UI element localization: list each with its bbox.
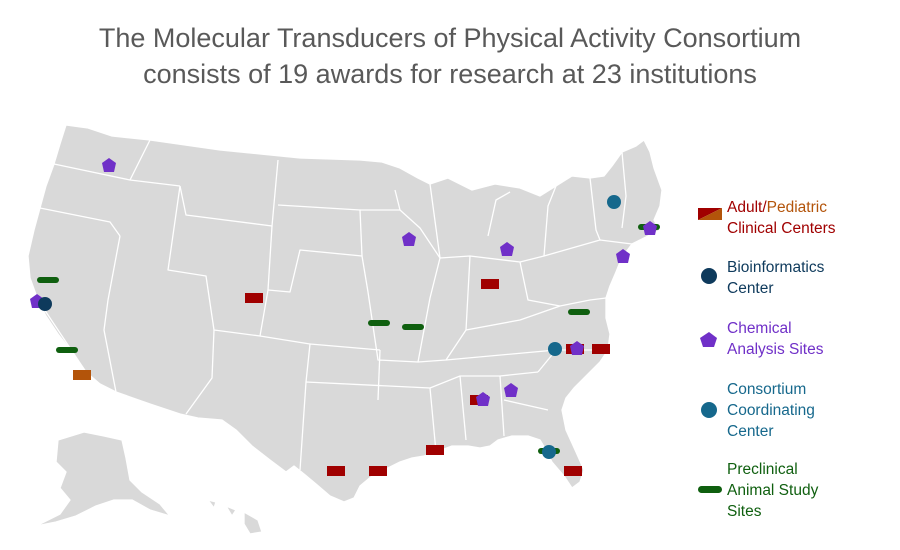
title-line-2: consists of 19 awards for research at 23… bbox=[143, 59, 757, 89]
preclinical-site-marker bbox=[368, 320, 390, 326]
site-markers bbox=[30, 158, 660, 476]
legend-chemical: Chemical Analysis Sites bbox=[727, 318, 823, 360]
adult-clinical-center-marker bbox=[369, 466, 387, 476]
chemical-legend-icon bbox=[700, 332, 717, 347]
page-title: The Molecular Transducers of Physical Ac… bbox=[0, 20, 900, 92]
preclinical-site-marker bbox=[568, 309, 590, 315]
legend-clinical-line2: Clinical Centers bbox=[727, 220, 836, 237]
adult-clinical-center-marker bbox=[481, 279, 499, 289]
us-states bbox=[27, 124, 663, 535]
clinical-legend-icon bbox=[698, 208, 722, 220]
legend-coordinating-line3: Center bbox=[727, 423, 774, 440]
hawaii bbox=[207, 499, 263, 535]
chemical-analysis-site-marker bbox=[102, 158, 116, 172]
coordinating-legend-icon bbox=[701, 402, 717, 418]
legend-bioinformatics: Bioinformatics Center bbox=[727, 257, 824, 299]
legend-adult-label: Adult bbox=[727, 199, 763, 216]
alaska bbox=[35, 431, 171, 527]
chemical-analysis-site-marker bbox=[476, 392, 490, 406]
bioinformatics-legend-icon bbox=[701, 268, 717, 284]
chemical-analysis-site-marker bbox=[643, 221, 657, 235]
preclinical-site-marker bbox=[56, 347, 78, 353]
legend-clinical: Adult/Pediatric Clinical Centers bbox=[727, 197, 836, 239]
legend-chemical-line1: Chemical bbox=[727, 320, 792, 337]
legend-pediatric-label: Pediatric bbox=[766, 199, 827, 216]
coordinating-center-marker bbox=[548, 342, 562, 356]
chemical-analysis-site-marker bbox=[616, 249, 630, 263]
adult-clinical-center-marker bbox=[592, 344, 610, 354]
preclinical-site-marker bbox=[402, 324, 424, 330]
bioinformatics-center-marker bbox=[38, 297, 52, 311]
coordinating-center-marker bbox=[542, 445, 556, 459]
adult-clinical-center-marker bbox=[564, 466, 582, 476]
adult-clinical-center-marker bbox=[245, 293, 263, 303]
legend-preclinical: Preclinical Animal Study Sites bbox=[727, 459, 818, 522]
chemical-analysis-site-marker bbox=[504, 383, 518, 397]
legend-coordinating-line1: Consortium bbox=[727, 381, 807, 398]
legend-preclinical-line3: Sites bbox=[727, 503, 762, 520]
coordinating-center-marker bbox=[607, 195, 621, 209]
legend-bioinformatics-line1: Bioinformatics bbox=[727, 259, 825, 276]
legend-coordinating: Consortium Coordinating Center bbox=[727, 379, 815, 442]
chemical-analysis-site-marker bbox=[402, 232, 416, 246]
legend-coordinating-line2: Coordinating bbox=[727, 402, 815, 419]
chemical-analysis-site-marker bbox=[500, 242, 514, 256]
legend-slash: / bbox=[762, 199, 767, 216]
legend-chemical-line2: Analysis Sites bbox=[727, 341, 824, 358]
legend-bioinformatics-line2: Center bbox=[727, 280, 774, 297]
legend-preclinical-line2: Animal Study bbox=[727, 482, 819, 499]
legend-preclinical-line1: Preclinical bbox=[727, 461, 798, 478]
preclinical-site-marker bbox=[37, 277, 59, 283]
preclinical-legend-icon bbox=[698, 486, 722, 493]
chemical-analysis-site-marker bbox=[570, 341, 584, 355]
title-line-1: The Molecular Transducers of Physical Ac… bbox=[98, 23, 802, 53]
pediatric-clinical-center-marker bbox=[73, 370, 91, 380]
legend-icons bbox=[698, 208, 722, 493]
adult-clinical-center-marker bbox=[327, 466, 345, 476]
adult-clinical-center-marker bbox=[426, 445, 444, 455]
